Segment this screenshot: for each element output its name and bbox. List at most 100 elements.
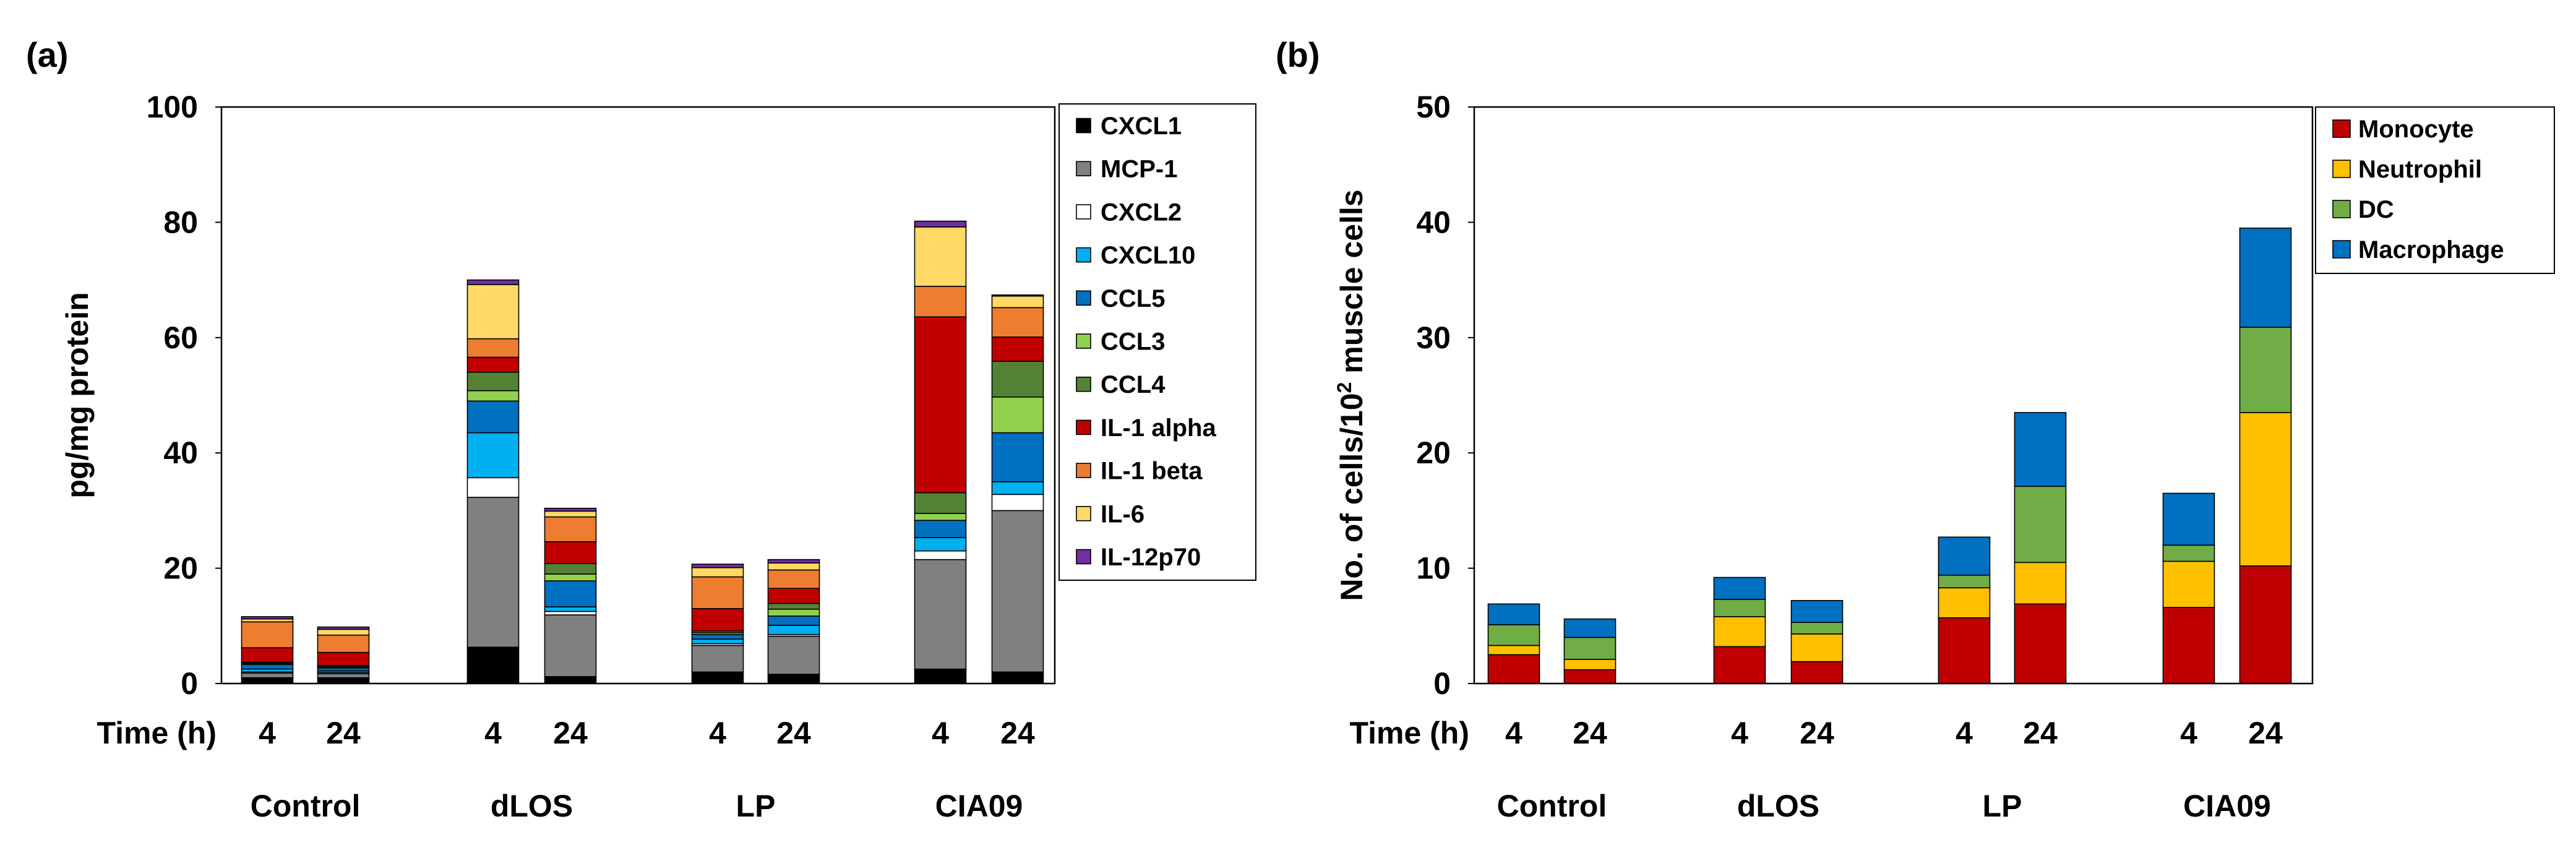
time-tick-label: 24	[553, 716, 588, 750]
bar-segment-cxcl10-cia09-24h	[991, 481, 1044, 495]
bar-segment-ccl4-dlos-24h	[544, 563, 597, 575]
bar-segment-mcp-1-lp-24h	[767, 635, 820, 675]
bar-segment-il-1-beta-control-4h	[241, 621, 294, 649]
time-tick-label: 4	[2180, 716, 2197, 750]
bar-segment-macrophage-cia09-24h	[2239, 227, 2292, 328]
legend-label: CCL3	[1101, 328, 1165, 356]
bar-segment-cxcl10-dlos-4h	[466, 432, 520, 479]
bar-segment-neutrophil-dlos-4h	[1713, 616, 1766, 648]
bar-segment-il-1-beta-dlos-24h	[544, 516, 597, 542]
legend-label: IL-6	[1101, 500, 1144, 528]
bar-segment-ccl5-lp-24h	[767, 615, 820, 626]
bar-segment-il-12p70-cia09-4h	[914, 220, 967, 228]
panel-label: (a)	[26, 35, 68, 74]
plot-area	[220, 106, 1056, 685]
bar-segment-ccl4-lp-24h	[767, 602, 820, 610]
legend-label: CCL5	[1101, 285, 1165, 312]
bar-segment-il-1-alpha-lp-24h	[767, 588, 820, 604]
bar-segment-mcp-1-control-24h	[317, 673, 370, 679]
bar-segment-cxcl1-lp-24h	[767, 674, 820, 684]
bar-segment-monocyte-lp-24h	[2014, 603, 2067, 684]
time-tick-label: 24	[2248, 716, 2283, 750]
plot-area	[1473, 106, 2314, 685]
bar-segment-monocyte-dlos-4h	[1713, 646, 1766, 684]
legend-swatch	[1076, 204, 1091, 220]
y-tick-label: 0	[181, 666, 198, 701]
panel-label: (b)	[1276, 35, 1320, 74]
legend-swatch	[2332, 200, 2351, 218]
bar-segment-neutrophil-control-24h	[1563, 659, 1616, 671]
bar-segment-monocyte-cia09-4h	[2162, 607, 2215, 684]
bar-segment-mcp-1-control-4h	[241, 672, 294, 679]
legend-label: CXCL2	[1101, 199, 1182, 226]
bar-segment-ccl5-cia09-24h	[991, 432, 1044, 482]
legend-swatch	[1076, 376, 1091, 392]
group-label-dlos: dLOS	[491, 789, 573, 823]
bar-segment-dc-cia09-4h	[2162, 544, 2215, 562]
time-tick-label: 4	[259, 716, 276, 750]
y-axis-label: pg/mg protein	[60, 292, 95, 498]
y-axis-label: No. of cells/102 muscle cells	[1333, 189, 1369, 601]
bar-segment-cxcl1-dlos-24h	[544, 676, 597, 684]
bar-segment-ccl5-dlos-24h	[544, 580, 597, 607]
group-label-control: Control	[251, 789, 361, 823]
bar-segment-cxcl1-cia09-4h	[914, 668, 967, 684]
bar-segment-il-1-beta-cia09-24h	[991, 307, 1044, 338]
bar-segment-ccl5-cia09-4h	[914, 520, 967, 539]
bar-segment-monocyte-cia09-24h	[2239, 565, 2292, 684]
time-tick-label: 24	[326, 716, 361, 750]
legend-box	[1058, 103, 1256, 581]
legend-swatch	[1076, 290, 1091, 306]
group-label-lp: LP	[736, 789, 776, 823]
bar-segment-cxcl1-control-4h	[241, 677, 294, 684]
bar-segment-macrophage-control-24h	[1563, 618, 1616, 638]
bar-segment-il-1-beta-cia09-4h	[914, 286, 967, 318]
bar-segment-mcp-1-cia09-24h	[991, 510, 1044, 673]
legend-box	[2315, 106, 2555, 274]
bar-segment-macrophage-cia09-4h	[2162, 492, 2215, 546]
bar-segment-cxcl2-dlos-24h	[544, 611, 597, 615]
x-axis-label: Time (h)	[1349, 716, 1469, 750]
x-axis-label: Time (h)	[97, 716, 217, 750]
bar-segment-il-6-dlos-24h	[544, 510, 597, 518]
bar-segment-il-1-alpha-cia09-4h	[914, 316, 967, 494]
bar-segment-cxcl10-dlos-24h	[544, 606, 597, 612]
bar-segment-monocyte-control-24h	[1563, 669, 1616, 684]
bar-segment-cxcl1-control-24h	[317, 677, 370, 684]
bar-segment-il-1-beta-lp-4h	[691, 576, 744, 609]
bar-segment-neutrophil-cia09-24h	[2239, 412, 2292, 567]
bar-segment-il-12p70-control-24h	[317, 626, 370, 630]
bar-segment-dc-dlos-4h	[1713, 599, 1766, 617]
bar-segment-neutrophil-control-4h	[1487, 645, 1540, 656]
y-tick-label: 10	[1416, 551, 1451, 586]
bar-segment-dc-lp-24h	[2014, 486, 2067, 564]
bar-segment-ccl4-dlos-4h	[466, 371, 520, 392]
group-label-lp: LP	[1983, 789, 2022, 823]
bar-segment-cxcl1-cia09-24h	[991, 671, 1044, 684]
time-tick-label: 24	[2023, 716, 2058, 750]
legend-swatch	[1076, 549, 1091, 565]
bar-segment-cxcl10-lp-4h	[691, 638, 744, 645]
bar-segment-il-12p70-dlos-4h	[466, 279, 520, 285]
y-tick-label: 100	[147, 90, 198, 124]
bar-segment-il-1-alpha-control-24h	[317, 651, 370, 666]
legend-swatch	[2332, 160, 2351, 178]
group-label-cia09: CIA09	[2183, 789, 2271, 823]
bar-segment-il-1-alpha-control-4h	[241, 647, 294, 663]
legend: CXCL1 MCP-1 CXCL2 CXCL10 CCL5 CCL3 CCL4 IL-1 al…	[1058, 103, 1256, 581]
bar-segment-monocyte-dlos-24h	[1790, 661, 1844, 684]
bar-segment-il-1-alpha-dlos-4h	[466, 356, 520, 373]
legend-label: IL-12p70	[1101, 544, 1201, 571]
time-tick-label: 4	[1956, 716, 1973, 750]
bar-segment-il-12p70-lp-4h	[691, 564, 744, 568]
bar-segment-macrophage-control-4h	[1487, 603, 1540, 625]
bar-segment-macrophage-dlos-24h	[1790, 599, 1844, 624]
time-tick-label: 24	[1000, 716, 1035, 750]
time-tick-label: 4	[1505, 716, 1522, 750]
bar-segment-il-1-beta-dlos-4h	[466, 338, 520, 358]
bar-segment-il-1-alpha-lp-4h	[691, 608, 744, 632]
bar-segment-dc-dlos-24h	[1790, 622, 1844, 635]
bar-segment-mcp-1-dlos-24h	[544, 614, 597, 677]
y-tick-label: 20	[163, 551, 198, 586]
bar-segment-il-6-control-24h	[317, 628, 370, 636]
